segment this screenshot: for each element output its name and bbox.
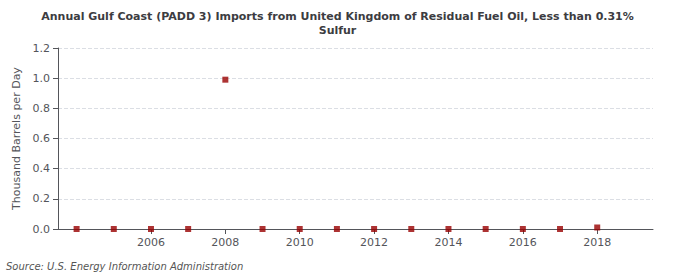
- svg-text:0.0: 0.0: [33, 223, 51, 236]
- svg-text:0.6: 0.6: [33, 132, 51, 145]
- svg-text:Annual Gulf Coast (PADD 3) Imp: Annual Gulf Coast (PADD 3) Imports from …: [41, 10, 634, 23]
- svg-text:2014: 2014: [434, 236, 462, 249]
- svg-text:1.0: 1.0: [33, 72, 51, 85]
- svg-text:Sulfur: Sulfur: [319, 24, 357, 37]
- svg-text:0.2: 0.2: [33, 192, 51, 205]
- svg-text:2018: 2018: [583, 236, 611, 249]
- svg-text:Source: U.S. Energy Informatio: Source: U.S. Energy Information Administ…: [6, 261, 243, 272]
- svg-text:2010: 2010: [286, 236, 314, 249]
- svg-text:1.2: 1.2: [33, 42, 51, 55]
- svg-text:2008: 2008: [211, 236, 239, 249]
- svg-text:2006: 2006: [137, 236, 165, 249]
- svg-text:0.4: 0.4: [33, 162, 51, 175]
- svg-text:2012: 2012: [360, 236, 388, 249]
- svg-text:2016: 2016: [509, 236, 537, 249]
- svg-text:Thousand Barrels per Day: Thousand Barrels per Day: [10, 67, 23, 211]
- svg-text:0.8: 0.8: [33, 102, 51, 115]
